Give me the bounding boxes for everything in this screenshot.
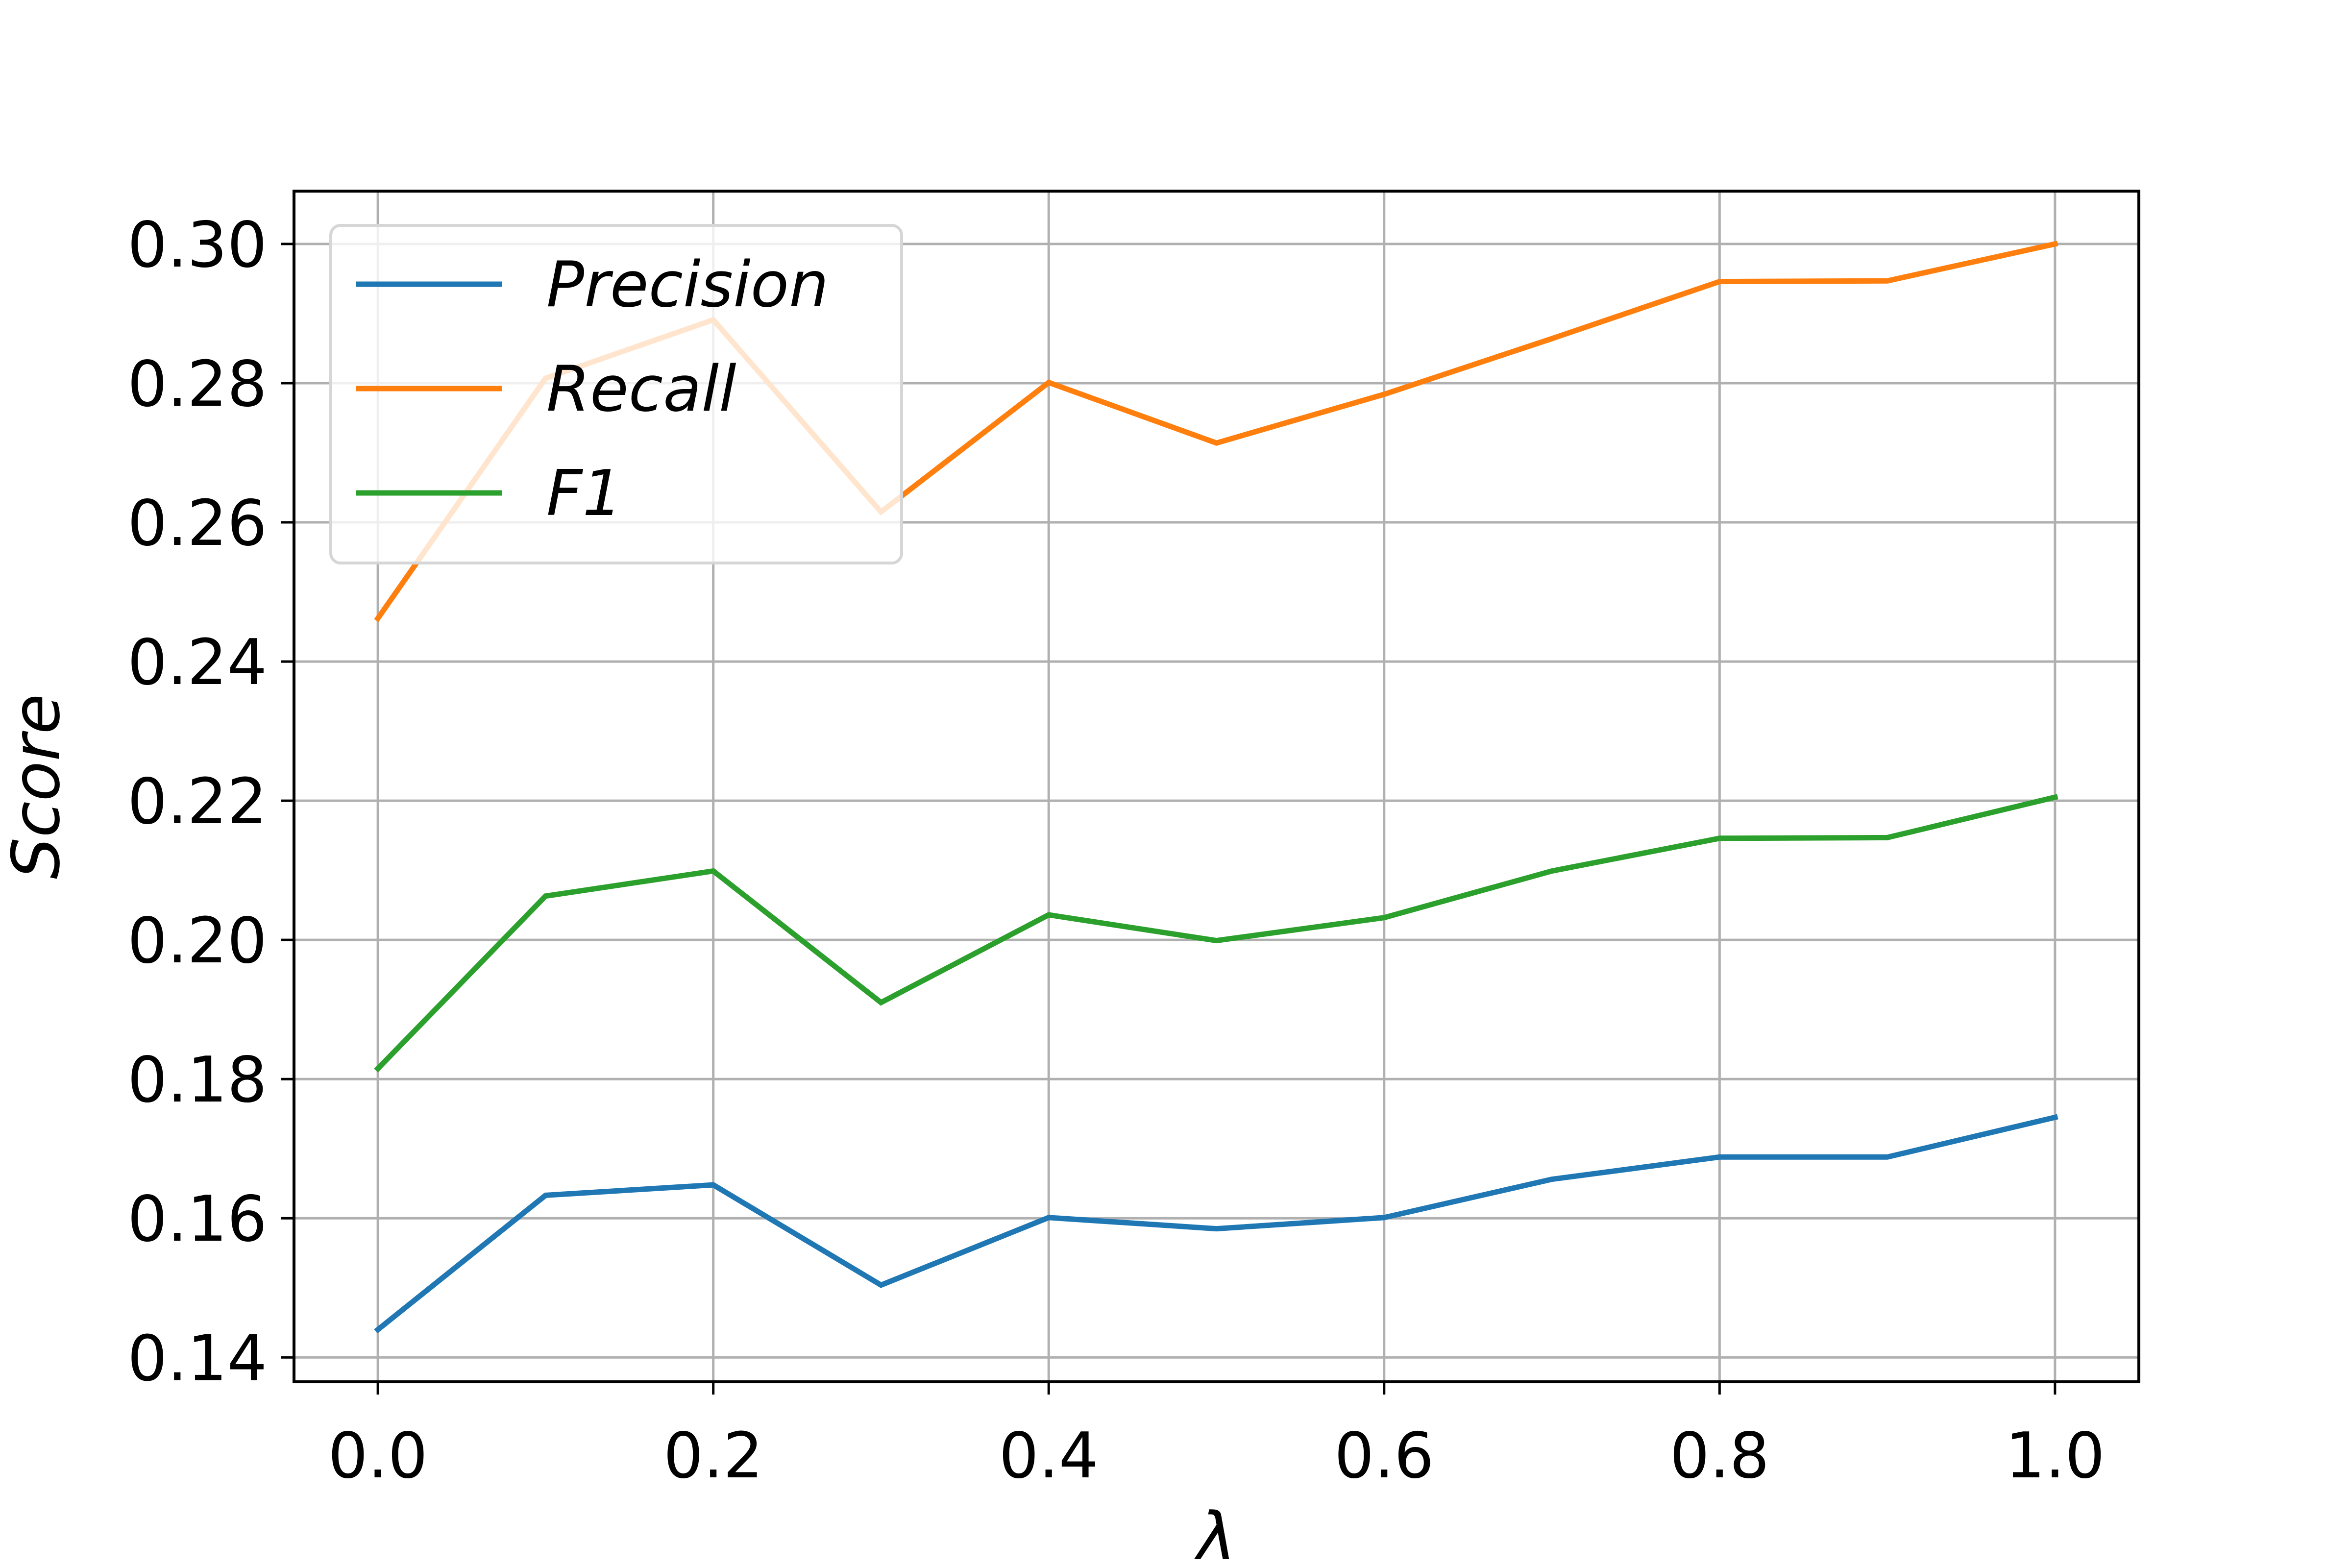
y-axis-title: Score [0,694,74,879]
y-tick-label: 0.30 [127,209,267,282]
x-axis-title: λ [1194,1498,1236,1568]
series-line-precision [374,1114,2058,1334]
y-tick-label: 0.22 [127,765,267,838]
y-tick-label: 0.24 [127,626,267,699]
y-tick-label: 0.20 [127,905,267,978]
series-line-f1 [374,794,2058,1073]
y-tick-label: 0.26 [127,487,267,560]
legend-label-recall: Recall [546,353,736,426]
x-tick-label: 0.6 [1334,1420,1434,1493]
axis-ticks: 0.0 0.2 0.4 0.6 0.8 1.0 0.14 0.16 0.18 0.20 0.22 0.… [127,209,2105,1493]
y-tick-label: 0.28 [127,348,267,421]
x-tick-label: 0.8 [1670,1420,1770,1493]
x-tick-label: 0.2 [663,1420,763,1493]
y-tick-label: 0.14 [127,1322,267,1395]
legend-label-precision: Precision [546,248,829,321]
legend: Precision Recall F1 [329,224,903,564]
legend-box [329,224,903,564]
x-tick-label: 0.0 [328,1420,428,1493]
x-tick-label: 0.4 [999,1420,1099,1493]
x-tick-label: 1.0 [2005,1420,2105,1493]
y-tick-label: 0.18 [127,1044,267,1117]
legend-label-f1: F1 [546,457,622,530]
y-tick-label: 0.16 [127,1183,267,1256]
plot-frame [293,190,2140,1383]
